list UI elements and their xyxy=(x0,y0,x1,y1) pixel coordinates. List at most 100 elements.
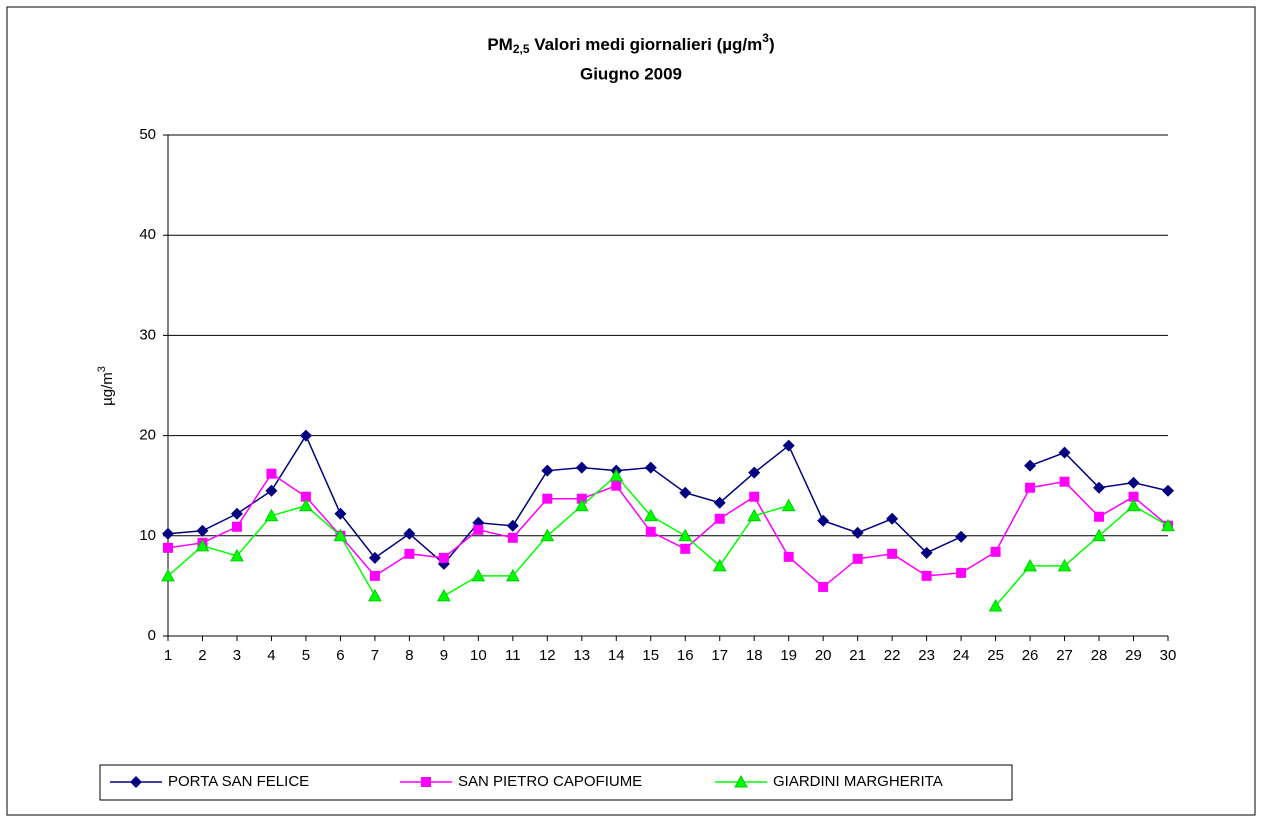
x-tick-label: 28 xyxy=(1091,647,1108,664)
x-tick-label: 22 xyxy=(884,647,901,664)
x-tick-label: 17 xyxy=(711,647,728,664)
title-part: Valori medi giornalieri (µg/m xyxy=(530,35,763,54)
data-point xyxy=(1128,491,1139,502)
data-point xyxy=(988,598,1003,612)
x-tick-label: 11 xyxy=(505,647,521,664)
data-point xyxy=(195,538,210,552)
data-point xyxy=(1058,446,1071,459)
data-point xyxy=(1094,511,1105,522)
data-point xyxy=(1024,459,1037,472)
data-point xyxy=(712,558,727,572)
x-tick-label: 9 xyxy=(440,647,448,664)
data-point xyxy=(299,498,313,512)
y-tick-label: 50 xyxy=(139,126,156,143)
x-tick-label: 21 xyxy=(849,647,866,664)
data-point xyxy=(1059,476,1070,487)
data-point xyxy=(507,532,518,543)
data-point xyxy=(611,480,622,491)
data-point xyxy=(920,546,933,559)
data-point xyxy=(161,568,175,582)
data-point xyxy=(1057,558,1072,572)
y-tick-label: 40 xyxy=(139,226,156,243)
data-point xyxy=(818,581,829,592)
title-sub: 2,5 xyxy=(513,42,530,56)
x-tick-label: 24 xyxy=(953,647,970,664)
data-point xyxy=(368,588,382,602)
title-sup: 3 xyxy=(762,31,769,45)
data-point xyxy=(404,548,415,559)
x-tick-label: 8 xyxy=(405,647,413,664)
chart-subtitle: Giugno 2009 xyxy=(580,64,682,83)
data-point xyxy=(334,507,347,520)
y-tick-label: 20 xyxy=(139,427,156,444)
data-point xyxy=(506,519,519,532)
y-axis-label: µg/m3 xyxy=(96,366,116,406)
data-point xyxy=(369,570,380,581)
x-tick-label: 29 xyxy=(1125,647,1142,664)
data-point xyxy=(230,548,244,562)
data-point xyxy=(542,493,553,504)
data-point xyxy=(1162,484,1174,497)
data-point xyxy=(1093,481,1106,494)
data-point xyxy=(851,526,864,539)
data-point xyxy=(609,468,624,482)
x-tick-label: 23 xyxy=(918,647,935,664)
x-tick-label: 16 xyxy=(677,647,694,664)
data-point xyxy=(714,513,725,524)
x-tick-label: 7 xyxy=(371,647,379,664)
y-tick-label: 0 xyxy=(148,627,156,644)
data-point xyxy=(162,527,174,540)
data-point xyxy=(644,461,657,474)
data-point xyxy=(956,567,967,578)
data-point xyxy=(438,552,449,563)
x-tick-label: 18 xyxy=(746,647,763,664)
data-point xyxy=(473,524,484,535)
x-tick-label: 6 xyxy=(336,647,344,664)
x-tick-label: 14 xyxy=(608,647,625,664)
x-tick-label: 19 xyxy=(780,647,797,664)
y-tick-label: 10 xyxy=(139,527,156,544)
x-tick-label: 12 xyxy=(539,647,556,664)
title-part: ) xyxy=(769,35,775,54)
data-point xyxy=(852,553,863,564)
data-point xyxy=(679,486,692,499)
data-point xyxy=(163,542,173,553)
x-tick-label: 4 xyxy=(267,647,275,664)
data-point xyxy=(437,588,451,602)
data-point xyxy=(747,508,762,522)
data-point xyxy=(471,568,486,582)
x-tick-label: 10 xyxy=(470,647,487,664)
data-point xyxy=(265,484,278,497)
legend-box xyxy=(99,764,1013,801)
y-label-part: µg/m xyxy=(99,372,116,406)
data-point xyxy=(678,528,693,542)
data-point xyxy=(231,521,242,532)
data-point xyxy=(886,512,899,525)
data-point xyxy=(955,530,968,543)
legend-marker xyxy=(130,776,142,788)
data-point xyxy=(680,543,691,554)
y-label-sup: 3 xyxy=(96,366,108,372)
data-point xyxy=(783,551,794,562)
data-point xyxy=(333,528,348,542)
x-tick-label: 30 xyxy=(1160,647,1177,664)
data-point xyxy=(645,526,656,537)
data-point xyxy=(575,461,588,474)
chart-title: PM2,5 Valori medi giornalieri (µg/m3) xyxy=(487,31,774,56)
data-point xyxy=(1023,558,1037,572)
x-tick-label: 5 xyxy=(302,647,310,664)
data-point xyxy=(1126,498,1141,512)
legend-marker xyxy=(421,777,431,787)
x-tick-label: 26 xyxy=(1022,647,1039,664)
title-part: PM xyxy=(487,35,513,54)
x-tick-label: 13 xyxy=(573,647,590,664)
legend-marker xyxy=(734,774,748,788)
data-point xyxy=(266,468,277,479)
legend-label: GIARDINI MARGHERITA xyxy=(773,773,943,790)
data-point xyxy=(264,508,279,522)
data-point xyxy=(299,429,312,442)
data-point xyxy=(887,548,898,559)
data-point xyxy=(196,524,209,537)
data-point xyxy=(540,528,555,542)
data-point xyxy=(782,439,795,452)
